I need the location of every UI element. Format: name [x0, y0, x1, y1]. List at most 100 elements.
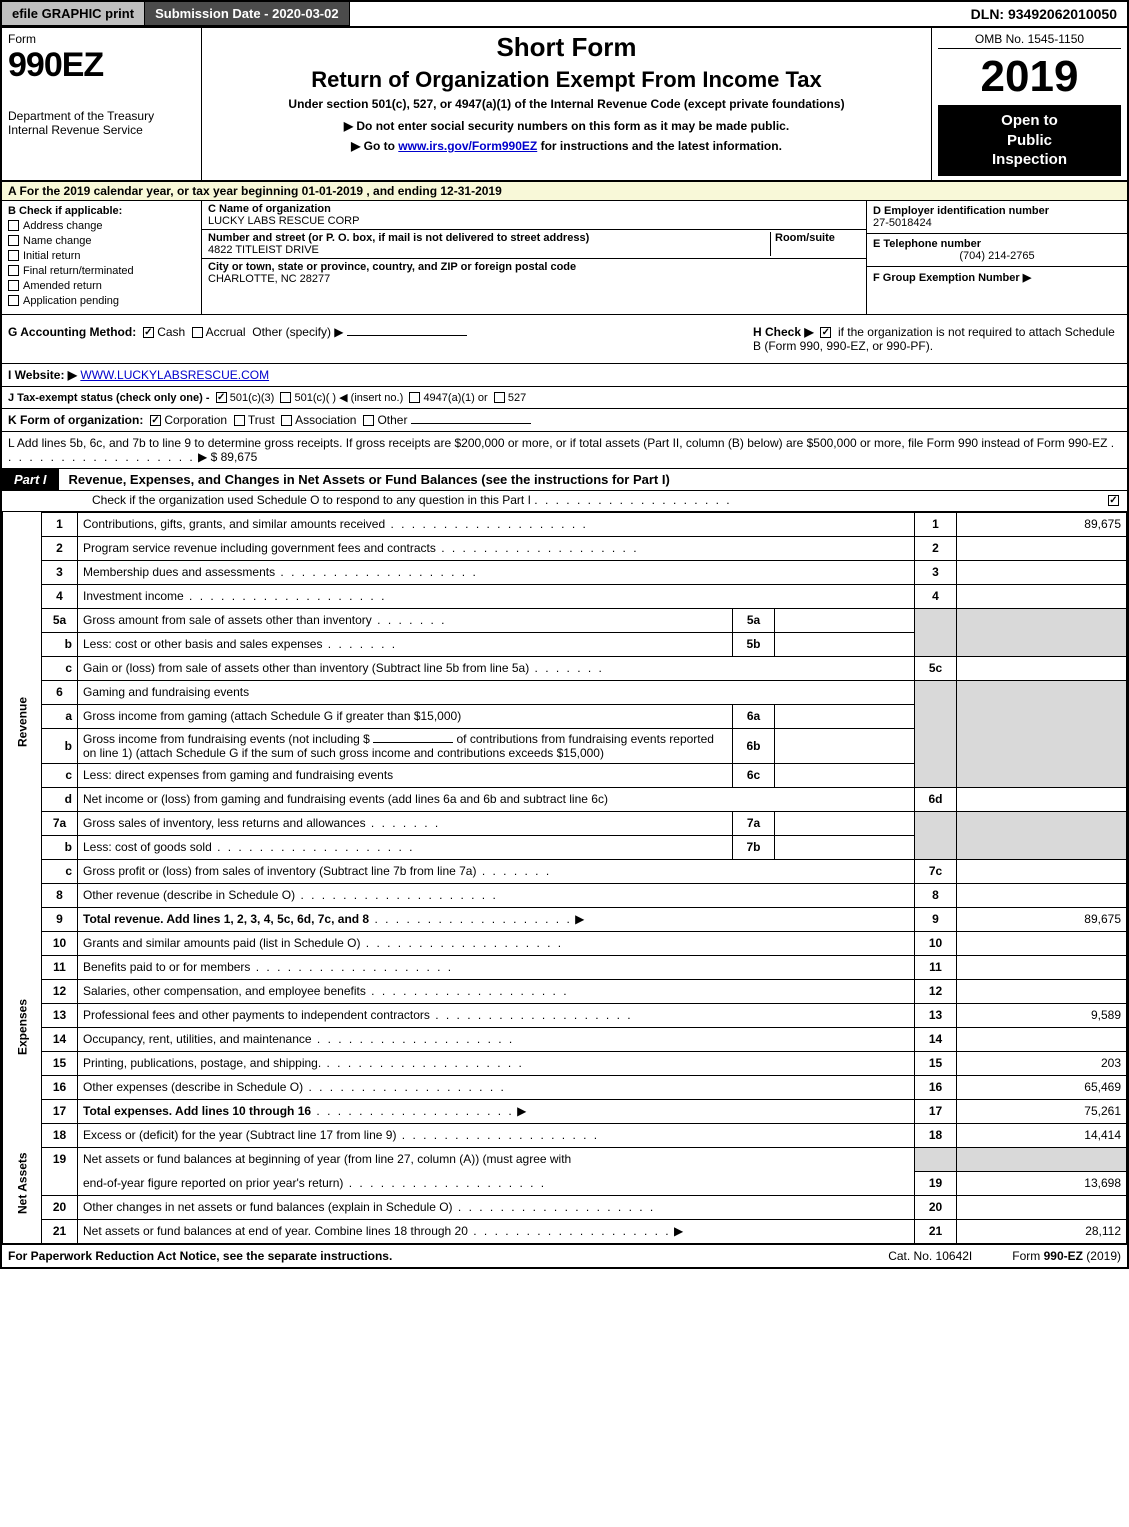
box-k: K Form of organization: Corporation Trus… [2, 409, 1127, 432]
phone-value: (704) 214-2765 [873, 250, 1121, 262]
lbl-pending: Application pending [23, 295, 119, 307]
l7c-num: c [42, 859, 78, 883]
l8-amt [957, 883, 1127, 907]
line-6: 6 Gaming and fundraising events [3, 680, 1127, 704]
chk-schedule-b[interactable] [820, 327, 831, 338]
chk-final-return[interactable] [8, 265, 19, 276]
dots [184, 589, 387, 603]
chk-initial-return[interactable] [8, 250, 19, 261]
l2-desc: Program service revenue including govern… [83, 541, 436, 555]
submission-date-button[interactable]: Submission Date - 2020-03-02 [145, 2, 350, 26]
ein-value: 27-5018424 [873, 217, 1121, 229]
l15-num: 15 [42, 1051, 78, 1075]
l7a-num: 7a [42, 811, 78, 835]
chk-accrual[interactable] [192, 327, 203, 338]
chk-pending[interactable] [8, 295, 19, 306]
l5a-num: 5a [42, 608, 78, 632]
chk-527[interactable] [494, 392, 505, 403]
l1-c: 1 [915, 512, 957, 536]
form-org-label: K Form of organization: [8, 413, 143, 427]
line-5c: c Gain or (loss) from sale of assets oth… [3, 656, 1127, 680]
goto-prefix: ▶ Go to [351, 139, 398, 153]
chk-assoc[interactable] [281, 415, 292, 426]
efile-print-button[interactable]: efile GRAPHIC print [2, 2, 145, 26]
footer-right-suffix: (2019) [1083, 1249, 1121, 1263]
l6a-ic: 6a [733, 704, 775, 728]
part1-sub-row: Check if the organization used Schedule … [2, 491, 1127, 512]
l6b-blank [373, 742, 453, 743]
box-i: I Website: ▶ WWW.LUCKYLABSRESCUE.COM [2, 364, 1127, 387]
under-section: Under section 501(c), 527, or 4947(a)(1)… [208, 97, 925, 111]
line-17: 17 Total expenses. Add lines 10 through … [3, 1099, 1127, 1123]
part1-title: Revenue, Expenses, and Changes in Net As… [69, 472, 1127, 487]
dots [385, 517, 588, 531]
lbl-trust: Trust [248, 413, 275, 427]
l17-amt: 75,261 [957, 1099, 1127, 1123]
l9-c: 9 [915, 907, 957, 931]
group-exemption-label: F Group Exemption Number ▶ [873, 272, 1031, 284]
l13-amt: 9,589 [957, 1003, 1127, 1027]
box-h: H Check ▶ if the organization is not req… [747, 315, 1127, 363]
form-990ez-page: efile GRAPHIC print Submission Date - 20… [0, 0, 1129, 1269]
chk-trust[interactable] [234, 415, 245, 426]
part1-header: Part I Revenue, Expenses, and Changes in… [2, 469, 1127, 491]
goto-link[interactable]: www.irs.gov/Form990EZ [398, 139, 537, 153]
l13-desc: Professional fees and other payments to … [83, 1008, 430, 1022]
header-right: OMB No. 1545-1150 2019 Open to Public In… [932, 28, 1127, 180]
topbar: efile GRAPHIC print Submission Date - 20… [2, 2, 1127, 28]
l6d-c: 6d [915, 787, 957, 811]
website-link[interactable]: WWW.LUCKYLABSRESCUE.COM [80, 368, 269, 382]
line-3: 3 Membership dues and assessments 3 [3, 560, 1127, 584]
l19-num: 19 [42, 1147, 78, 1171]
street-value: 4822 TITLEIST DRIVE [208, 244, 319, 256]
chk-501c3[interactable] [216, 392, 227, 403]
chk-schedule-o[interactable] [1108, 495, 1119, 506]
chk-4947[interactable] [409, 392, 420, 403]
line-14: 14 Occupancy, rent, utilities, and maint… [3, 1027, 1127, 1051]
side-netassets: Net Assets [3, 1123, 42, 1243]
short-form-title: Short Form [208, 32, 925, 63]
dept-treasury: Department of the Treasury [8, 109, 195, 123]
footer-right: Form 990-EZ (2019) [1012, 1249, 1121, 1263]
box-l-amount: $ 89,675 [211, 450, 258, 464]
line-19a: 19 Net assets or fund balances at beginn… [3, 1147, 1127, 1171]
dept-irs: Internal Revenue Service [8, 123, 195, 137]
l6b-ic: 6b [733, 728, 775, 763]
box-j: J Tax-exempt status (check only one) - 5… [2, 387, 1127, 409]
chk-501c[interactable] [280, 392, 291, 403]
l12-desc: Salaries, other compensation, and employ… [83, 984, 366, 998]
l19-num-b [42, 1171, 78, 1195]
goto-suffix: for instructions and the latest informat… [537, 139, 782, 153]
chk-amended[interactable] [8, 280, 19, 291]
box-l-text: L Add lines 5b, 6c, and 7b to line 9 to … [8, 436, 1107, 450]
side-expenses: Expenses [3, 931, 42, 1123]
chk-corp[interactable] [150, 415, 161, 426]
l14-amt [957, 1027, 1127, 1051]
l10-amt [957, 931, 1127, 955]
chk-cash[interactable] [143, 327, 154, 338]
footer-right-prefix: Form [1012, 1249, 1043, 1263]
dots [212, 840, 415, 854]
box-b: B Check if applicable: Address change Na… [2, 201, 202, 314]
box-h-label: H Check ▶ [753, 325, 814, 339]
dots [321, 1056, 524, 1070]
dots [534, 493, 731, 507]
chk-other-org[interactable] [363, 415, 374, 426]
dots [430, 1008, 633, 1022]
lbl-501c: 501(c)( ) ◀ (insert no.) [295, 392, 404, 404]
l11-c: 11 [915, 955, 957, 979]
l3-num: 3 [42, 560, 78, 584]
lbl-initial-return: Initial return [23, 250, 80, 262]
line-6d: d Net income or (loss) from gaming and f… [3, 787, 1127, 811]
l7a-desc: Gross sales of inventory, less returns a… [83, 816, 366, 830]
chk-address-change[interactable] [8, 220, 19, 231]
tax-year: 2019 [938, 55, 1121, 99]
open-line1: Open to [942, 111, 1117, 131]
dots [275, 565, 478, 579]
dots [372, 613, 447, 627]
l10-desc: Grants and similar amounts paid (list in… [83, 936, 360, 950]
chk-name-change[interactable] [8, 235, 19, 246]
box-l: L Add lines 5b, 6c, and 7b to line 9 to … [2, 432, 1127, 469]
l17-num: 17 [42, 1099, 78, 1123]
l4-num: 4 [42, 584, 78, 608]
